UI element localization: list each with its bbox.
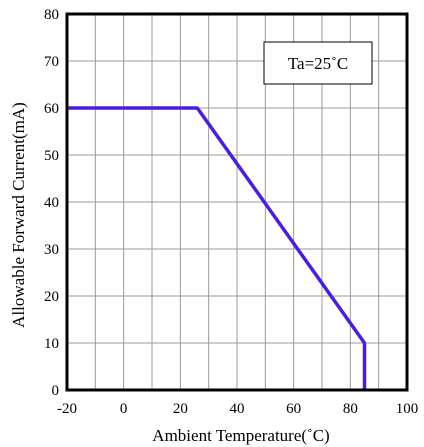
- x-tick-label: 60: [286, 401, 301, 417]
- x-tick-label: -20: [57, 401, 77, 417]
- y-tick-label: 10: [44, 336, 59, 352]
- x-tick-label: 40: [230, 401, 245, 417]
- x-tick-labels: -20 0 20 40 60 80 100: [57, 401, 418, 417]
- y-tick-label: 60: [44, 101, 59, 117]
- annotation-frame: [263, 41, 373, 85]
- annotation-box: Ta=25˚C: [263, 41, 373, 85]
- x-tick-label: 0: [120, 401, 128, 417]
- y-axis-label: Allowable Forward Current(mA): [9, 102, 28, 328]
- y-tick-labels: 0 10 20 30 40 50 60 70 80: [44, 7, 59, 399]
- y-tick-label: 20: [44, 289, 59, 305]
- y-tick-label: 0: [52, 383, 60, 399]
- y-tick-label: 50: [44, 148, 59, 164]
- plot-frame: [65, 12, 409, 392]
- x-tick-label: 20: [173, 401, 188, 417]
- y-tick-label: 80: [44, 7, 59, 23]
- y-tick-label: 40: [44, 195, 59, 211]
- x-tick-label: 100: [396, 401, 419, 417]
- annotation-text: Ta=25˚C: [288, 54, 348, 73]
- series-line: [67, 106, 367, 390]
- y-tick-label: 70: [44, 54, 59, 70]
- y-tick-label: 30: [44, 242, 59, 258]
- x-tick-label: 80: [343, 401, 358, 417]
- x-axis-label: Ambient Temperature(˚C): [152, 426, 329, 445]
- series-layer: [67, 106, 367, 390]
